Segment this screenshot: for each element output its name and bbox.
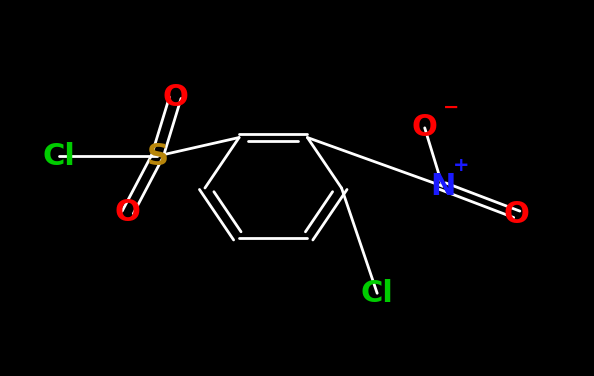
- Text: −: −: [443, 97, 459, 117]
- Text: N: N: [430, 171, 455, 201]
- Text: O: O: [504, 200, 530, 229]
- Text: O: O: [115, 198, 141, 227]
- Text: +: +: [453, 156, 470, 175]
- Text: Cl: Cl: [361, 279, 394, 308]
- Text: Cl: Cl: [43, 141, 76, 171]
- Text: S: S: [146, 141, 169, 171]
- Text: O: O: [412, 113, 438, 143]
- Text: O: O: [162, 83, 188, 112]
